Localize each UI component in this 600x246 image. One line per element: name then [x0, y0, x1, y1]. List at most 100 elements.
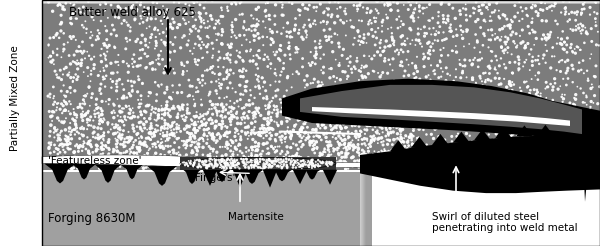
Point — [381, 114, 391, 118]
Point — [292, 143, 301, 147]
Point — [568, 117, 577, 121]
Point — [162, 166, 172, 170]
Point — [251, 140, 260, 144]
Point — [403, 138, 413, 142]
Point — [574, 69, 583, 73]
Point — [291, 162, 301, 166]
Point — [233, 161, 242, 165]
Point — [541, 96, 551, 100]
Point — [64, 161, 74, 165]
Bar — [42, 3, 600, 73]
Point — [373, 26, 383, 30]
Point — [359, 137, 369, 141]
Point — [59, 109, 68, 113]
Point — [99, 52, 109, 56]
Point — [222, 53, 232, 57]
Point — [339, 134, 349, 138]
Point — [247, 14, 256, 17]
Point — [260, 166, 269, 170]
Point — [291, 45, 301, 49]
Point — [113, 130, 122, 134]
Point — [67, 137, 76, 141]
Point — [212, 114, 222, 118]
Point — [423, 117, 433, 121]
Point — [143, 151, 152, 155]
Bar — [42, 3, 600, 52]
Point — [268, 31, 277, 35]
Point — [409, 8, 419, 12]
Point — [353, 133, 362, 137]
Point — [595, 85, 600, 89]
Point — [433, 167, 442, 171]
Point — [196, 98, 206, 102]
Point — [330, 161, 340, 165]
Point — [374, 105, 383, 109]
Point — [123, 140, 133, 144]
Point — [199, 160, 208, 164]
Bar — [365, 172, 371, 246]
Point — [443, 147, 453, 151]
Point — [194, 165, 203, 169]
Point — [204, 118, 214, 122]
Point — [431, 117, 441, 121]
Point — [264, 126, 274, 130]
Point — [395, 105, 405, 109]
Point — [79, 49, 89, 53]
Point — [400, 155, 410, 159]
Point — [124, 111, 134, 115]
Point — [63, 40, 73, 44]
Point — [151, 7, 161, 11]
Point — [358, 0, 367, 3]
Point — [249, 110, 259, 114]
Point — [53, 147, 63, 151]
Point — [226, 61, 235, 64]
Point — [211, 18, 221, 22]
Point — [264, 112, 274, 116]
Point — [362, 124, 372, 128]
Point — [145, 155, 154, 159]
Point — [134, 136, 143, 140]
Bar — [42, 3, 600, 77]
Point — [179, 139, 188, 143]
Point — [347, 131, 357, 135]
Point — [55, 22, 64, 26]
Point — [118, 158, 128, 162]
Point — [59, 99, 69, 103]
Point — [267, 166, 277, 169]
Point — [272, 164, 282, 168]
Point — [357, 153, 367, 156]
Point — [86, 123, 96, 127]
Point — [254, 79, 263, 83]
Point — [109, 159, 118, 163]
Point — [446, 158, 456, 162]
Point — [66, 76, 76, 79]
Point — [523, 164, 533, 168]
Point — [128, 143, 138, 147]
Point — [424, 40, 434, 44]
Point — [323, 140, 333, 144]
Point — [368, 106, 377, 110]
Point — [240, 156, 250, 160]
Point — [542, 19, 551, 23]
Point — [407, 0, 417, 2]
Point — [85, 118, 94, 122]
Point — [275, 161, 285, 165]
Point — [442, 37, 451, 41]
Point — [232, 159, 241, 163]
Point — [298, 159, 308, 163]
Point — [316, 68, 326, 72]
Point — [462, 147, 472, 151]
Point — [267, 126, 277, 130]
Point — [376, 46, 385, 50]
Point — [182, 138, 191, 142]
Polygon shape — [537, 125, 554, 136]
Point — [132, 64, 142, 68]
Point — [355, 104, 364, 108]
Point — [484, 45, 493, 49]
Point — [202, 34, 212, 38]
Point — [203, 43, 213, 46]
Point — [223, 164, 232, 168]
Point — [153, 163, 163, 167]
Point — [67, 37, 76, 41]
Point — [232, 36, 241, 40]
